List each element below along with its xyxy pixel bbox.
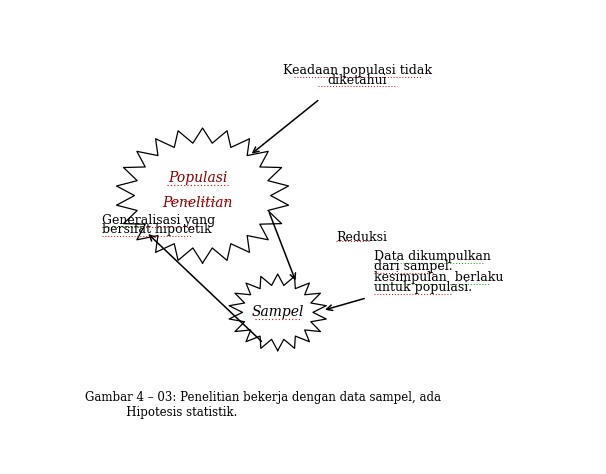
Text: dari sampel.: dari sampel. — [374, 260, 453, 273]
Text: Penelitian: Penelitian — [162, 196, 233, 210]
Text: Sampel: Sampel — [251, 305, 304, 319]
Text: kesimpulan  berlaku: kesimpulan berlaku — [374, 271, 504, 284]
Text: Populasi: Populasi — [168, 171, 227, 185]
Text: Data dikumpulkan: Data dikumpulkan — [374, 250, 491, 263]
Polygon shape — [229, 274, 326, 351]
Text: bersifat hipotetik: bersifat hipotetik — [102, 223, 211, 236]
Text: Keadaan populasi tidak: Keadaan populasi tidak — [283, 64, 432, 77]
Text: Reduksi: Reduksi — [336, 231, 387, 244]
Text: diketahui: diketahui — [328, 74, 387, 87]
Text: untuk populasi.: untuk populasi. — [374, 281, 472, 294]
Text: Gambar 4 – 03: Penelitian bekerja dengan data sampel, ada
           Hipotesis s: Gambar 4 – 03: Penelitian bekerja dengan… — [85, 391, 441, 419]
Text: Generalisasi yang: Generalisasi yang — [102, 214, 215, 227]
Polygon shape — [116, 128, 288, 263]
